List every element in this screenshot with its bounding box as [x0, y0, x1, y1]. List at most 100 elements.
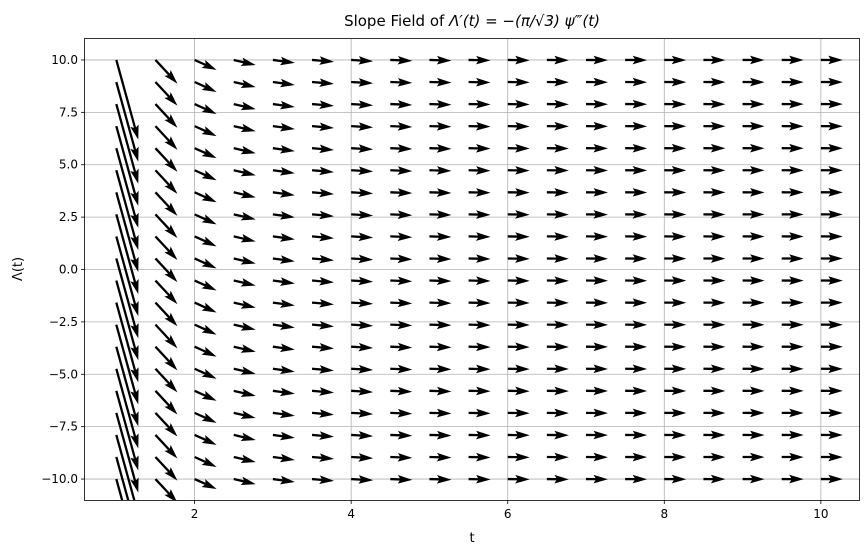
slope-arrow [429, 452, 452, 462]
slope-arrow [664, 342, 687, 352]
slope-arrow [625, 254, 648, 263]
slope-arrow [233, 123, 256, 133]
slope-arrow [820, 143, 843, 153]
slope-arrow [115, 258, 139, 339]
slope-arrow [115, 147, 139, 228]
slope-arrow [859, 452, 860, 462]
slope-arrow [820, 474, 843, 484]
slope-arrow [233, 322, 256, 331]
slope-arrow [390, 342, 413, 352]
slope-arrow [625, 276, 648, 285]
slope-arrow [859, 474, 860, 484]
slope-arrow [468, 55, 491, 65]
slope-arrow [390, 386, 413, 396]
arrow-field [115, 55, 860, 500]
slope-arrow [742, 99, 765, 109]
slope-arrow [625, 99, 648, 109]
slope-arrow [859, 320, 860, 329]
slope-arrow [429, 342, 452, 352]
slope-arrow [781, 232, 804, 241]
slope-arrow [429, 408, 452, 418]
slope-arrow [664, 408, 687, 418]
slope-arrow [664, 452, 687, 462]
slope-arrow [820, 121, 843, 131]
slope-arrow [194, 367, 217, 379]
slope-arrow [585, 55, 608, 65]
slope-arrow [859, 298, 860, 307]
slope-arrow [233, 211, 256, 221]
slope-arrow [390, 100, 413, 109]
slope-arrow [859, 232, 860, 241]
slope-arrow [272, 321, 295, 330]
slope-arrow [781, 254, 804, 263]
slope-arrow [546, 386, 569, 396]
slope-arrow [625, 121, 648, 131]
slope-arrow [311, 56, 335, 65]
x-tick-label: 4 [347, 507, 355, 521]
slope-arrow [859, 188, 860, 197]
slope-arrow [194, 323, 217, 335]
slope-arrow [272, 475, 295, 485]
slope-arrow [429, 188, 452, 197]
slope-arrow [311, 343, 335, 352]
slope-arrow [390, 78, 413, 87]
slope-arrow [820, 55, 843, 65]
slope-arrow [154, 301, 178, 327]
slope-arrow [820, 254, 843, 263]
slope-arrow [546, 364, 569, 374]
slope-arrow [311, 320, 335, 330]
slope-arrow [546, 474, 569, 484]
y-tick-label: −10.0 [41, 472, 78, 486]
slope-arrow [664, 320, 687, 329]
slope-arrow [429, 430, 452, 440]
slope-arrow [390, 320, 413, 330]
slope-arrow [585, 298, 608, 307]
slope-arrow [429, 122, 452, 131]
slope-arrow [115, 368, 139, 449]
slope-arrow [625, 143, 648, 153]
slope-arrow [585, 430, 608, 440]
slope-arrow [585, 99, 608, 109]
slope-arrow [781, 77, 804, 87]
slope-arrow [585, 232, 608, 241]
slope-arrow [625, 188, 648, 197]
slope-arrow [429, 55, 452, 65]
slope-arrow [742, 276, 765, 285]
slope-arrow [390, 475, 413, 484]
slope-arrow [664, 386, 687, 396]
slope-arrow [664, 165, 687, 175]
slope-arrow [781, 452, 804, 462]
slope-arrow [351, 475, 374, 484]
slope-arrow [820, 342, 843, 352]
slope-arrow [272, 100, 295, 110]
slope-arrow [820, 298, 843, 307]
slope-arrow [781, 210, 804, 219]
slope-arrow [546, 55, 569, 65]
x-axis-label: t [469, 531, 474, 546]
slope-arrow [194, 235, 217, 247]
slope-arrow [507, 364, 530, 374]
slope-arrow [546, 99, 569, 109]
slope-arrow [233, 278, 256, 287]
slope-arrow [820, 386, 843, 396]
slope-arrow [820, 364, 843, 374]
slope-arrow [154, 213, 178, 238]
slope-arrow [703, 254, 726, 263]
slope-arrow [194, 279, 217, 291]
slope-arrow [390, 254, 413, 264]
slope-arrow [351, 210, 374, 220]
x-tick-label: 8 [660, 507, 668, 521]
y-tick-label: 2.5 [59, 210, 78, 224]
slope-arrow [390, 166, 413, 175]
slope-arrow [194, 455, 217, 467]
slope-arrow [859, 276, 860, 285]
slope-arrow [233, 256, 256, 265]
slope-arrow [781, 364, 804, 374]
slope-arrow [664, 232, 687, 241]
slope-arrow [859, 77, 860, 87]
slope-arrow [233, 388, 256, 397]
slope-arrow [507, 408, 530, 418]
slope-arrow [585, 254, 608, 263]
slope-arrow [781, 386, 804, 396]
